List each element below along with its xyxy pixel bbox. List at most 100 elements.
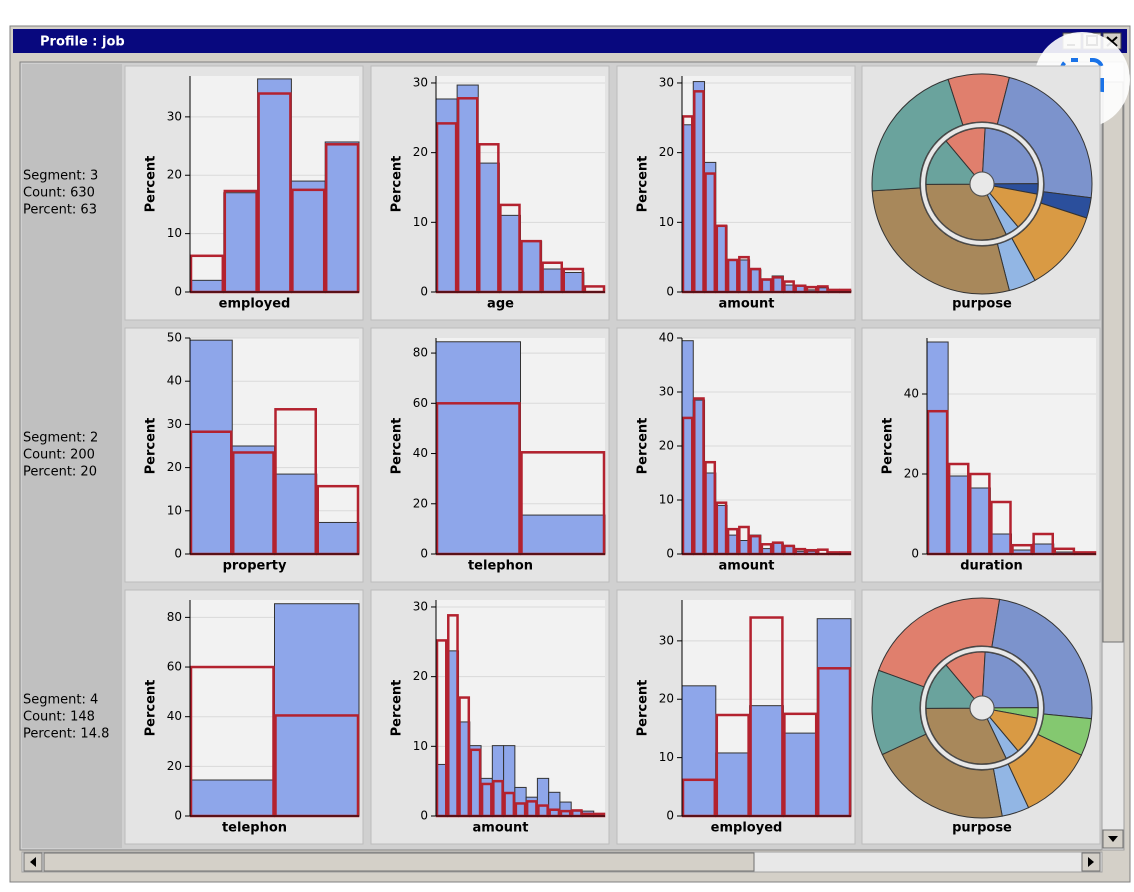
bar [782, 732, 818, 817]
segment-label: Percent: 20 [23, 465, 97, 480]
y-tick-label: 80 [167, 610, 182, 624]
segment-label: Segment: 2 [23, 431, 98, 446]
bar [435, 98, 458, 293]
x-axis-title: telephon [468, 559, 533, 574]
y-tick-label: 0 [666, 547, 674, 561]
bar [681, 685, 717, 817]
y-tick-label: 10 [659, 215, 674, 229]
x-axis-title: employed [711, 821, 783, 836]
segment-label: Segment: 3 [23, 169, 98, 184]
y-tick-label: 30 [167, 109, 182, 123]
y-axis-title: Percent [636, 680, 651, 737]
y-axis-title: Percent [144, 418, 159, 475]
y-tick-label: 30 [659, 385, 674, 399]
vertical-scrollbar[interactable] [1101, 61, 1125, 851]
pie-slice [871, 78, 964, 192]
ring-outline [925, 651, 1039, 765]
bar [231, 445, 275, 555]
icon [1108, 836, 1118, 842]
y-tick-label: 0 [420, 285, 428, 299]
y-tick-label: 40 [413, 446, 428, 460]
x-axis-title: amount [473, 821, 529, 836]
y-tick-label: 20 [659, 145, 674, 159]
x-axis-title: duration [960, 559, 1023, 574]
scroll-thumb[interactable] [43, 852, 755, 872]
segment-label: Count: 148 [23, 710, 95, 725]
bar [520, 240, 543, 293]
y-tick-label: 60 [167, 660, 182, 674]
y-tick-label: 10 [659, 493, 674, 507]
y-axis-title: Percent [636, 418, 651, 475]
y-tick-label: 10 [659, 750, 674, 764]
y-tick-label: 30 [413, 75, 428, 89]
y-tick-label: 30 [413, 599, 428, 613]
ring-outline [920, 646, 1044, 770]
segment-label: Segment: 4 [23, 693, 98, 708]
segment-label: Count: 200 [23, 448, 95, 463]
ring-outline [920, 122, 1044, 246]
bar [562, 271, 585, 293]
y-tick-label: 40 [659, 331, 674, 345]
scroll-thumb[interactable] [1102, 81, 1124, 643]
segment-label: Count: 630 [23, 186, 95, 201]
y-tick-label: 0 [174, 809, 182, 823]
bar [223, 192, 259, 293]
bar [749, 705, 784, 817]
ring-separator [920, 646, 1044, 770]
icon [30, 857, 36, 867]
y-tick-label: 0 [420, 809, 428, 823]
y-axis-title: Percent [636, 156, 651, 213]
ring-outline [925, 127, 1039, 241]
bar [477, 162, 500, 293]
y-tick-label: 0 [666, 285, 674, 299]
y-tick-label: 30 [659, 75, 674, 89]
y-tick-label: 80 [413, 346, 428, 360]
y-axis-title: Percent [144, 156, 159, 213]
icon [1088, 857, 1094, 867]
x-axis-title: telephon [222, 821, 287, 836]
y-axis-title: Percent [390, 680, 405, 737]
bar [715, 752, 751, 817]
bar [816, 618, 852, 817]
charts: Segment: 3 Count: 630 Percent: 63 Segment: … [23, 65, 1101, 845]
y-tick-label: 0 [666, 809, 674, 823]
y-axis-title: Percent [144, 680, 159, 737]
y-axis-title: Percent [390, 418, 405, 475]
bar [989, 533, 1012, 555]
bar [274, 473, 318, 555]
bar [257, 78, 292, 293]
y-tick-label: 20 [167, 460, 182, 474]
x-axis-title: amount [719, 297, 775, 312]
y-tick-label: 20 [413, 669, 428, 683]
y-tick-label: 10 [167, 226, 182, 240]
title-bar [13, 29, 1127, 53]
bar [316, 521, 360, 555]
y-tick-label: 60 [413, 396, 428, 410]
bar [189, 779, 275, 817]
x-axis-title: purpose [952, 821, 1012, 836]
ring-separator [920, 122, 1044, 246]
y-tick-label: 20 [659, 692, 674, 706]
y-tick-label: 20 [167, 759, 182, 773]
bar [324, 141, 360, 293]
x-axis-title: property [223, 559, 287, 574]
y-tick-label: 40 [167, 709, 182, 723]
x-axis-title: amount [719, 559, 775, 574]
y-tick-label: 10 [413, 739, 428, 753]
pie-hole [969, 171, 995, 197]
bar [189, 339, 233, 555]
y-tick-label: 20 [413, 145, 428, 159]
bar [189, 279, 225, 293]
y-tick-label: 10 [413, 215, 428, 229]
y-tick-label: 40 [167, 374, 182, 388]
x-axis-title: purpose [952, 297, 1012, 312]
bar [926, 341, 949, 555]
bar [435, 341, 521, 555]
bar [520, 514, 606, 555]
y-tick-label: 40 [904, 387, 919, 401]
horizontal-scrollbar[interactable] [21, 851, 1103, 873]
segment-label: Percent: 14.8 [23, 727, 109, 742]
y-tick-label: 20 [904, 467, 919, 481]
y-tick-label: 0 [174, 547, 182, 561]
